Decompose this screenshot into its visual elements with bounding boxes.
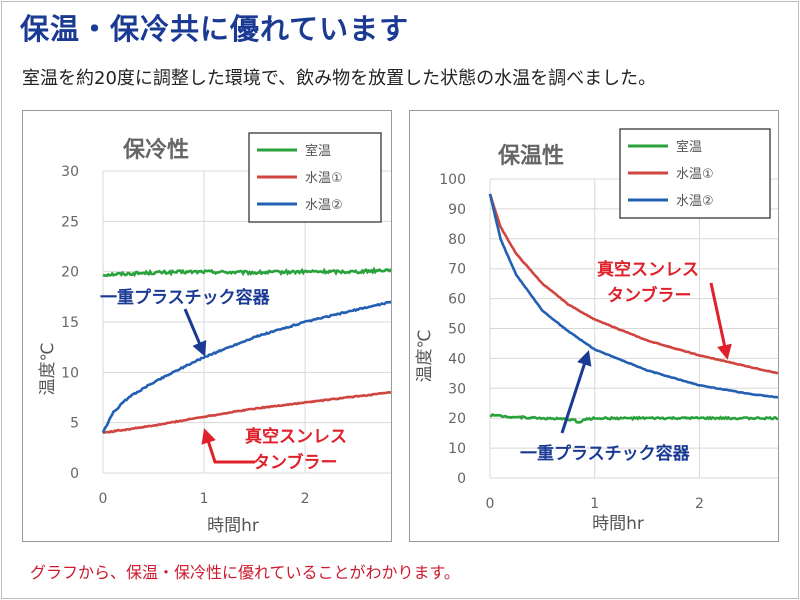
page-subtitle: 室温を約20度に調整した環境で、飲み物を放置した状態の水温を調べました。 — [22, 68, 657, 89]
legend-label: 水温① — [305, 171, 343, 186]
x-tick-label: 0 — [486, 496, 495, 512]
y-tick-label: 10 — [61, 365, 79, 381]
annotation-label: 一重プラスチック容器 — [100, 287, 271, 308]
chart-title: 保温性 — [497, 144, 564, 169]
x-tick-label: 2 — [301, 491, 310, 507]
x-tick-label: 1 — [590, 496, 599, 512]
y-tick-label: 25 — [61, 214, 79, 230]
cold-retention-chart-panel: 0 5 10 15 20 25 30 0 1 2 保冷性 室温水温① 水温② 温度℃ 時間hr 一重プラスチッ… — [22, 110, 392, 542]
chart-title: 保冷性 — [122, 137, 189, 163]
y-tick-label: 0 — [70, 466, 79, 482]
y-tick-label: 40 — [448, 351, 466, 367]
y-tick-label: 0 — [457, 471, 466, 487]
heat-retention-chart-panel: 0 10 20 30 40 50 60 70 80 90 100 0 1 2 保温性 室温水温① 水温② 温度℃ 時… — [409, 110, 779, 542]
annotation-label: 真空スンレス — [597, 259, 699, 280]
annotation-label: 一重プラスチック容器 — [520, 443, 691, 464]
y-tick-label: 90 — [448, 202, 466, 218]
y-tick-label: 5 — [70, 416, 79, 432]
y-tick-label: 20 — [448, 411, 466, 427]
x-axis-label: 時間hr — [207, 516, 259, 536]
series-line-2 — [488, 193, 778, 375]
annotation-label: タンブラー — [607, 285, 692, 306]
y-tick-label: 15 — [61, 315, 79, 331]
y-tick-label: 50 — [448, 322, 466, 338]
page-title: 保温・保冷共に優れています — [20, 12, 410, 46]
series-line-1 — [102, 266, 391, 278]
series-line-3 — [101, 300, 391, 434]
y-tick-label: 30 — [448, 381, 466, 397]
y-tick-label: 10 — [448, 441, 466, 457]
legend-label: 水温① — [676, 167, 714, 182]
annotation-label: タンブラー — [253, 452, 338, 473]
y-tick-label: 100 — [439, 172, 466, 188]
conclusion-note: グラフから、保温・保冷性に優れていることがわかります。 — [30, 563, 460, 582]
annotation-arrow — [183, 308, 207, 357]
y-tick-label: 60 — [448, 292, 466, 308]
series-line-3 — [488, 193, 778, 399]
annotation-label: 真空スンレス — [245, 426, 347, 447]
legend-label: 室温 — [305, 143, 331, 159]
y-axis-label: 温度℃ — [415, 329, 435, 382]
legend-label: 水温② — [305, 198, 343, 213]
annotation-arrow — [560, 350, 592, 434]
series-line-2 — [102, 390, 391, 435]
x-tick-label: 2 — [695, 496, 704, 512]
annotation-arrow — [201, 428, 255, 464]
x-axis-label: 時間hr — [592, 514, 644, 534]
y-axis-label: 温度℃ — [38, 342, 58, 395]
y-tick-label: 70 — [448, 262, 466, 278]
y-tick-label: 20 — [61, 265, 79, 281]
x-tick-label: 0 — [99, 491, 108, 507]
series-line-1 — [489, 412, 778, 424]
x-tick-label: 1 — [200, 491, 209, 507]
y-tick-label: 80 — [448, 232, 466, 248]
legend-label: 水温② — [676, 194, 714, 209]
legend-label: 室温 — [676, 139, 702, 155]
annotation-arrow — [709, 282, 732, 360]
y-tick-label: 30 — [61, 164, 79, 180]
